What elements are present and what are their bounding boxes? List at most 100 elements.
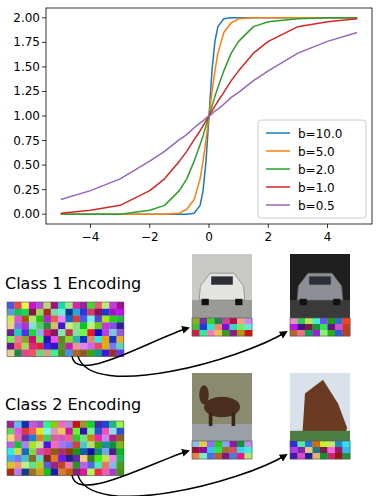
mosaic-cell	[109, 350, 117, 357]
mosaic-cell	[44, 441, 52, 448]
mosaic-cell	[102, 469, 110, 476]
example-image	[290, 254, 350, 336]
mosaic-cell	[230, 441, 238, 447]
y-tick-label: 0.50	[13, 158, 40, 172]
mosaic-cell	[44, 336, 52, 343]
mosaic-border	[290, 441, 350, 459]
mosaic-cell	[36, 469, 44, 476]
mosaic-cell	[14, 302, 22, 309]
mosaic-cell	[87, 343, 95, 350]
photo-ground	[290, 431, 350, 441]
mosaic-cell	[117, 309, 125, 316]
mosaic-cell	[328, 453, 336, 459]
mosaic-cell	[14, 329, 22, 336]
mosaic-cell	[65, 448, 73, 455]
mosaic-cell	[14, 455, 22, 462]
mosaic-cell	[109, 322, 117, 329]
mosaic-border	[192, 441, 252, 459]
mosaic-cell	[328, 330, 336, 336]
mosaic-cell	[87, 302, 95, 309]
mosaic-cell	[73, 421, 81, 428]
mosaic-cell	[87, 455, 95, 462]
mosaic-cell	[36, 336, 44, 343]
panel-label: Class 1 Encoding	[5, 274, 141, 293]
mosaic-cell	[80, 441, 88, 448]
mosaic-cell	[58, 441, 66, 448]
panel-label: Class 2 Encoding	[5, 395, 141, 414]
car-wheel	[235, 299, 242, 305]
mosaic-cell	[245, 441, 253, 447]
mosaic-border	[290, 318, 350, 336]
x-tick-label: −2	[141, 230, 159, 244]
mosaic-cell	[36, 329, 44, 336]
mosaic-cell	[14, 448, 22, 455]
mosaic-cell	[29, 329, 37, 336]
mosaic-cell	[7, 435, 15, 442]
mosaic-cell	[7, 309, 15, 316]
mosaic-cell	[65, 316, 73, 323]
mosaic-cell	[7, 302, 15, 309]
mosaic-cell	[22, 343, 30, 350]
mosaic-cell	[14, 309, 22, 316]
mosaic-cell	[22, 316, 30, 323]
mosaic-cell	[87, 350, 95, 357]
car-body	[297, 273, 343, 300]
mosaic-cell	[305, 318, 313, 324]
mosaic-cell	[320, 453, 328, 459]
mosaic-cell	[7, 421, 15, 428]
mosaic-cell	[109, 435, 117, 442]
arrow	[72, 451, 188, 485]
mosaic-cell	[102, 448, 110, 455]
mosaic-cell	[80, 469, 88, 476]
mosaic-cell	[36, 462, 44, 469]
mosaic-cell	[343, 330, 351, 336]
arrow	[78, 332, 286, 376]
mosaic-cell	[36, 441, 44, 448]
mosaic-cell	[80, 435, 88, 442]
mosaic-cell	[65, 435, 73, 442]
mosaic-cell	[36, 302, 44, 309]
mosaic-cell	[51, 435, 59, 442]
mosaic-cell	[36, 435, 44, 442]
mosaic-cell	[65, 421, 73, 428]
mosaic-cell	[29, 469, 37, 476]
legend-box	[258, 120, 366, 218]
mosaic-cell	[102, 428, 110, 435]
legend-label: b=0.5	[298, 199, 335, 213]
mosaic-cell	[95, 316, 103, 323]
mosaic-cell	[222, 318, 230, 324]
mosaic-cell	[87, 469, 95, 476]
horse-leg	[232, 412, 236, 426]
mosaic-cell	[14, 441, 22, 448]
y-tick-label: 2.00	[13, 11, 40, 25]
mosaic-cell	[58, 343, 66, 350]
mosaic-cell	[80, 421, 88, 428]
mosaic-cell	[237, 330, 245, 336]
mosaic-cell	[200, 441, 208, 447]
car-wheel	[333, 299, 340, 305]
mosaic-cell	[51, 309, 59, 316]
mosaic-cell	[313, 441, 321, 447]
mosaic-cell	[298, 453, 306, 459]
mosaic-cell	[117, 322, 125, 329]
mosaic-cell	[207, 441, 215, 447]
mosaic-cell	[335, 324, 343, 330]
y-tick-label: 0.00	[13, 207, 40, 221]
mosaic-cell	[102, 329, 110, 336]
mosaic-cell	[109, 428, 117, 435]
encoding-mosaic	[192, 441, 252, 459]
mosaic-cell	[65, 462, 73, 469]
mosaic-cell	[237, 447, 245, 453]
y-tick-label: 0.75	[13, 134, 40, 148]
mosaic-cell	[58, 448, 66, 455]
mosaic-cell	[51, 343, 59, 350]
mosaic-cell	[80, 428, 88, 435]
mosaic-cell	[95, 329, 103, 336]
series-line	[61, 33, 357, 200]
mosaic-cell	[51, 428, 59, 435]
car-window	[309, 276, 331, 284]
mosaic-cell	[245, 324, 253, 330]
y-tick	[42, 91, 46, 92]
mosaic-cell	[7, 329, 15, 336]
mosaic-cell	[222, 447, 230, 453]
